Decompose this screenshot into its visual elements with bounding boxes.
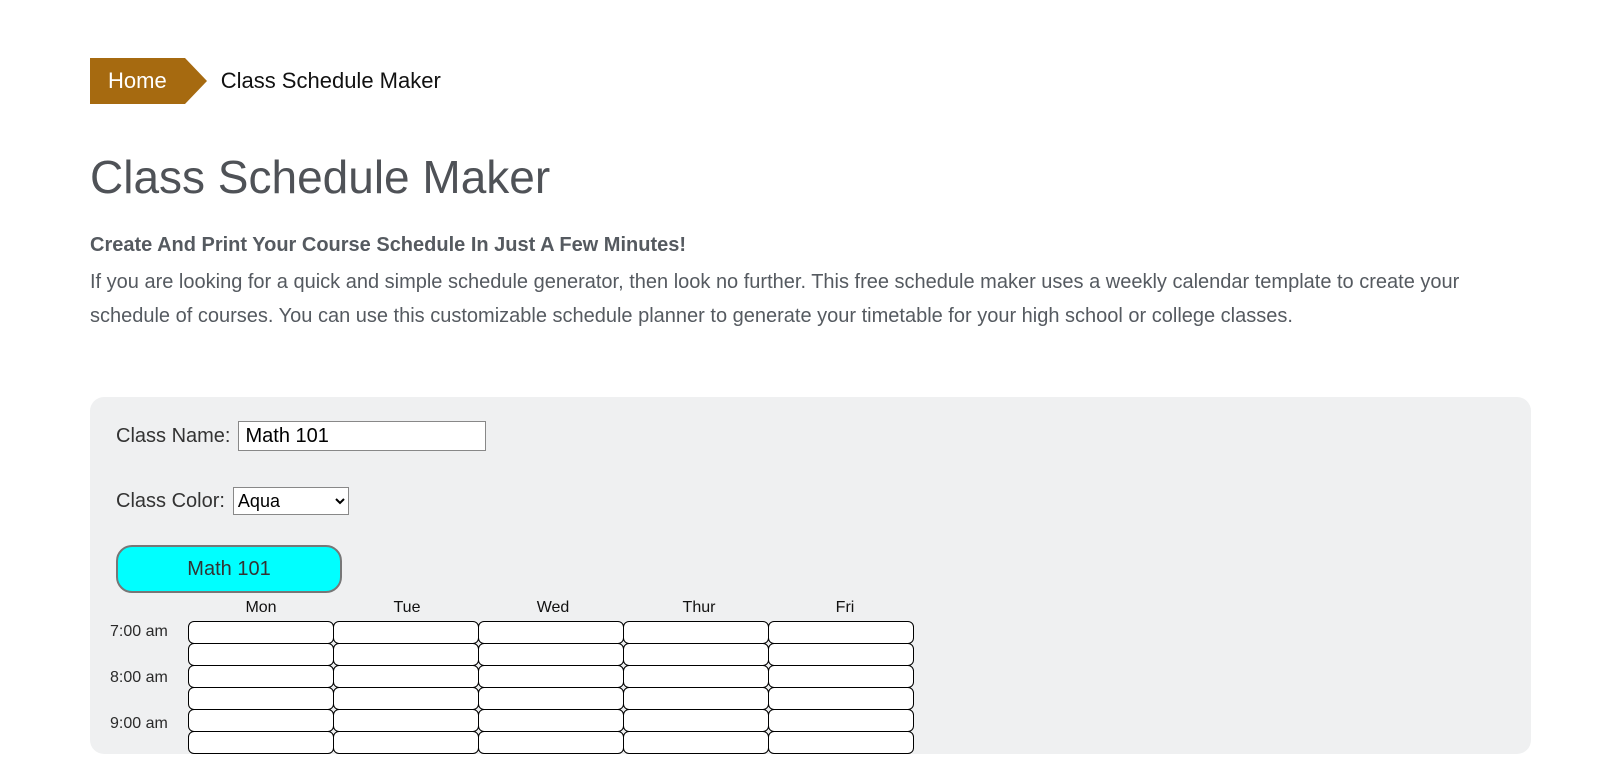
schedule-cell[interactable] xyxy=(188,709,334,732)
grid-body: 7:00 am 8:00 am 9:00 am xyxy=(116,621,1505,754)
schedule-cell[interactable] xyxy=(333,709,479,732)
schedule-cell[interactable] xyxy=(623,687,769,710)
breadcrumb-home[interactable]: Home xyxy=(90,58,185,104)
time-labels: 7:00 am 8:00 am 9:00 am xyxy=(110,623,188,761)
schedule-cell[interactable] xyxy=(333,731,479,754)
schedule-cell[interactable] xyxy=(623,731,769,754)
grid-columns xyxy=(188,621,1505,754)
day-col-thur xyxy=(623,621,769,754)
breadcrumb-current: Class Schedule Maker xyxy=(221,68,441,94)
schedule-cell[interactable] xyxy=(478,621,624,644)
schedule-grid: Mon Tue Wed Thur Fri 7:00 am 8:00 am 9:0… xyxy=(116,599,1505,754)
class-preview-pill[interactable]: Math 101 xyxy=(116,545,342,593)
day-col-mon xyxy=(188,621,334,754)
breadcrumb: Home Class Schedule Maker xyxy=(90,58,1531,104)
schedule-cell[interactable] xyxy=(623,665,769,688)
schedule-cell[interactable] xyxy=(623,621,769,644)
schedule-cell[interactable] xyxy=(478,665,624,688)
schedule-cell[interactable] xyxy=(333,643,479,666)
schedule-cell[interactable] xyxy=(333,665,479,688)
schedule-cell[interactable] xyxy=(333,687,479,710)
schedule-cell[interactable] xyxy=(623,643,769,666)
schedule-cell[interactable] xyxy=(478,731,624,754)
class-color-label: Class Color: xyxy=(116,490,225,513)
day-header-fri: Fri xyxy=(772,599,918,621)
class-name-label: Class Name: xyxy=(116,425,230,448)
schedule-cell[interactable] xyxy=(188,665,334,688)
day-header-tue: Tue xyxy=(334,599,480,621)
breadcrumb-home-label: Home xyxy=(108,68,167,94)
day-col-tue xyxy=(333,621,479,754)
tagline: Create And Print Your Course Schedule In… xyxy=(90,234,1531,257)
description: If you are looking for a quick and simpl… xyxy=(90,265,1520,333)
schedule-cell[interactable] xyxy=(188,731,334,754)
day-header-thur: Thur xyxy=(626,599,772,621)
day-header-row: Mon Tue Wed Thur Fri xyxy=(188,599,1505,621)
day-header-mon: Mon xyxy=(188,599,334,621)
class-preview-label: Math 101 xyxy=(187,558,270,581)
day-header-wed: Wed xyxy=(480,599,626,621)
schedule-cell[interactable] xyxy=(768,643,914,666)
day-col-wed xyxy=(478,621,624,754)
schedule-cell[interactable] xyxy=(768,731,914,754)
schedule-cell[interactable] xyxy=(478,643,624,666)
day-col-fri xyxy=(768,621,914,754)
schedule-cell[interactable] xyxy=(768,665,914,688)
time-label: 7:00 am xyxy=(110,623,188,669)
schedule-cell[interactable] xyxy=(768,709,914,732)
class-name-row: Class Name: xyxy=(116,421,1505,451)
time-label: 9:00 am xyxy=(110,715,188,761)
schedule-panel: Class Name: Class Color: Aqua Math 101 M… xyxy=(90,397,1531,754)
schedule-cell[interactable] xyxy=(188,687,334,710)
page-title: Class Schedule Maker xyxy=(90,150,1531,204)
schedule-cell[interactable] xyxy=(623,709,769,732)
schedule-cell[interactable] xyxy=(478,687,624,710)
schedule-cell[interactable] xyxy=(188,621,334,644)
time-label: 8:00 am xyxy=(110,669,188,715)
schedule-cell[interactable] xyxy=(188,643,334,666)
class-name-input[interactable] xyxy=(238,421,486,451)
class-color-select[interactable]: Aqua xyxy=(233,487,349,515)
schedule-cell[interactable] xyxy=(768,621,914,644)
schedule-cell[interactable] xyxy=(333,621,479,644)
class-color-row: Class Color: Aqua xyxy=(116,487,1505,515)
schedule-cell[interactable] xyxy=(768,687,914,710)
schedule-cell[interactable] xyxy=(478,709,624,732)
